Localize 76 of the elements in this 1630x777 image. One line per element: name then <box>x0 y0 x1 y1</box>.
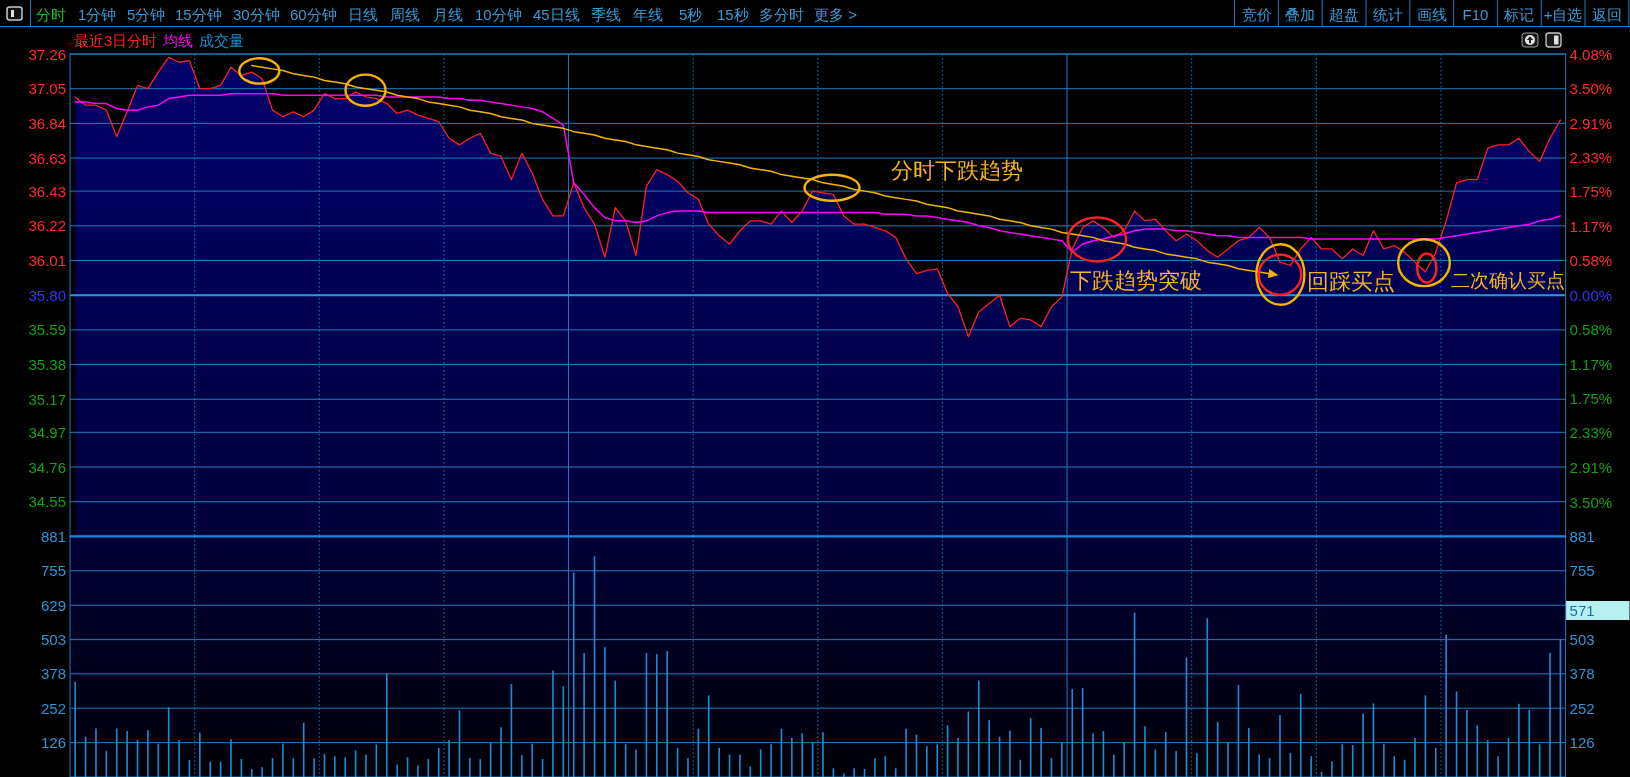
y-tick-label: 35.80 <box>28 286 66 304</box>
y2-tick-label: 755 <box>1569 562 1595 580</box>
text: 5分钟 <box>127 5 166 23</box>
text: 均线 <box>162 32 194 49</box>
text: 统计 <box>1372 5 1403 23</box>
y-tick-label: 629 <box>40 596 66 614</box>
y2-tick-label: 2.33% <box>1569 148 1613 166</box>
text: F10 <box>1462 5 1489 23</box>
text: 15分钟 <box>175 5 222 23</box>
y2-tick-label: 378 <box>1569 665 1595 683</box>
y-tick-label: 36.22 <box>28 217 66 235</box>
y-tick-label: 378 <box>40 665 66 683</box>
y-tick-label: 36.63 <box>28 149 66 167</box>
y2-tick-label: 3.50% <box>1569 79 1613 97</box>
text: 1分钟 <box>78 5 117 23</box>
text: 叠加 <box>1285 5 1316 23</box>
y-tick-label: 36.43 <box>28 182 66 200</box>
y2-tick-label: 1.17% <box>1569 355 1613 373</box>
y2-tick-label: 2.91% <box>1569 114 1613 132</box>
text: 5秒 <box>679 5 703 23</box>
y2-tick-label: 1.75% <box>1569 390 1613 408</box>
annotation: 分时下跌趋势 <box>891 157 1023 183</box>
y2-tick-label: 2.91% <box>1569 458 1613 476</box>
text: 15秒 <box>717 5 749 23</box>
y-tick-label: 881 <box>40 527 66 545</box>
text: 标记 <box>1503 5 1535 23</box>
y2-tick-label: 2.33% <box>1569 424 1613 442</box>
y-tick-label: 34.97 <box>28 423 66 441</box>
y2-tick-label: 126 <box>1569 734 1595 752</box>
text: 周线 <box>390 5 420 23</box>
y2-tick-label: 252 <box>1569 699 1595 717</box>
text: 竞价 <box>1241 5 1272 23</box>
y2-tick-label: 3.50% <box>1569 493 1613 511</box>
annotation: 下跌趋势突破 <box>1070 267 1202 293</box>
text: 更多 > <box>814 5 858 23</box>
y-tick-label: 37.26 <box>28 45 66 63</box>
y-tick-label: 35.59 <box>28 321 66 339</box>
y2-tick-label: 0.58% <box>1569 320 1613 338</box>
text: 571 <box>1569 602 1595 619</box>
y2-tick-label: 4.08% <box>1569 45 1613 63</box>
text: 分时 <box>36 5 66 23</box>
series-label: 最近3日分时 <box>74 32 158 49</box>
text: 多分时 <box>759 5 804 23</box>
text: 年线 <box>633 5 663 23</box>
line-series <box>74 92 1562 253</box>
text: +自选 <box>1543 5 1583 23</box>
y-tick-label: 35.17 <box>28 390 66 408</box>
y-tick-label: 36.01 <box>28 252 66 270</box>
y-tick-label: 126 <box>40 734 66 752</box>
y-tick-label: 37.05 <box>28 80 66 98</box>
text: 10分钟 <box>475 5 522 23</box>
y-tick-label: 755 <box>40 562 66 580</box>
y2-tick-label: 503 <box>1569 631 1595 649</box>
y-tick-label: 503 <box>40 631 66 649</box>
text: 画线 <box>1416 5 1447 23</box>
text: 60分钟 <box>290 5 337 23</box>
text: 45日线 <box>533 5 580 23</box>
y2-tick-label: 1.17% <box>1569 217 1613 235</box>
text: 30分钟 <box>233 5 280 23</box>
y-tick-label: 34.76 <box>28 458 66 476</box>
text: 成交量 <box>199 32 245 49</box>
annotation: 回踩买点 <box>1307 269 1395 294</box>
y2-tick-label: 0.00% <box>1569 286 1613 304</box>
y2-tick-label: 1.75% <box>1569 183 1613 201</box>
text: 超盘 <box>1329 5 1360 23</box>
text: 日线 <box>348 5 378 23</box>
annotation: 二次确认买点 <box>1451 269 1565 291</box>
y2-tick-label: 881 <box>1569 527 1595 545</box>
y-tick-label: 36.84 <box>28 114 66 132</box>
y-tick-label: 252 <box>40 699 66 717</box>
y-tick-label: 35.38 <box>28 356 66 374</box>
y-tick-label: 34.55 <box>28 493 66 511</box>
text: 季线 <box>591 5 621 23</box>
text: 月线 <box>433 5 463 23</box>
y2-tick-label: 0.58% <box>1569 252 1613 270</box>
text: 返回 <box>1591 5 1622 23</box>
